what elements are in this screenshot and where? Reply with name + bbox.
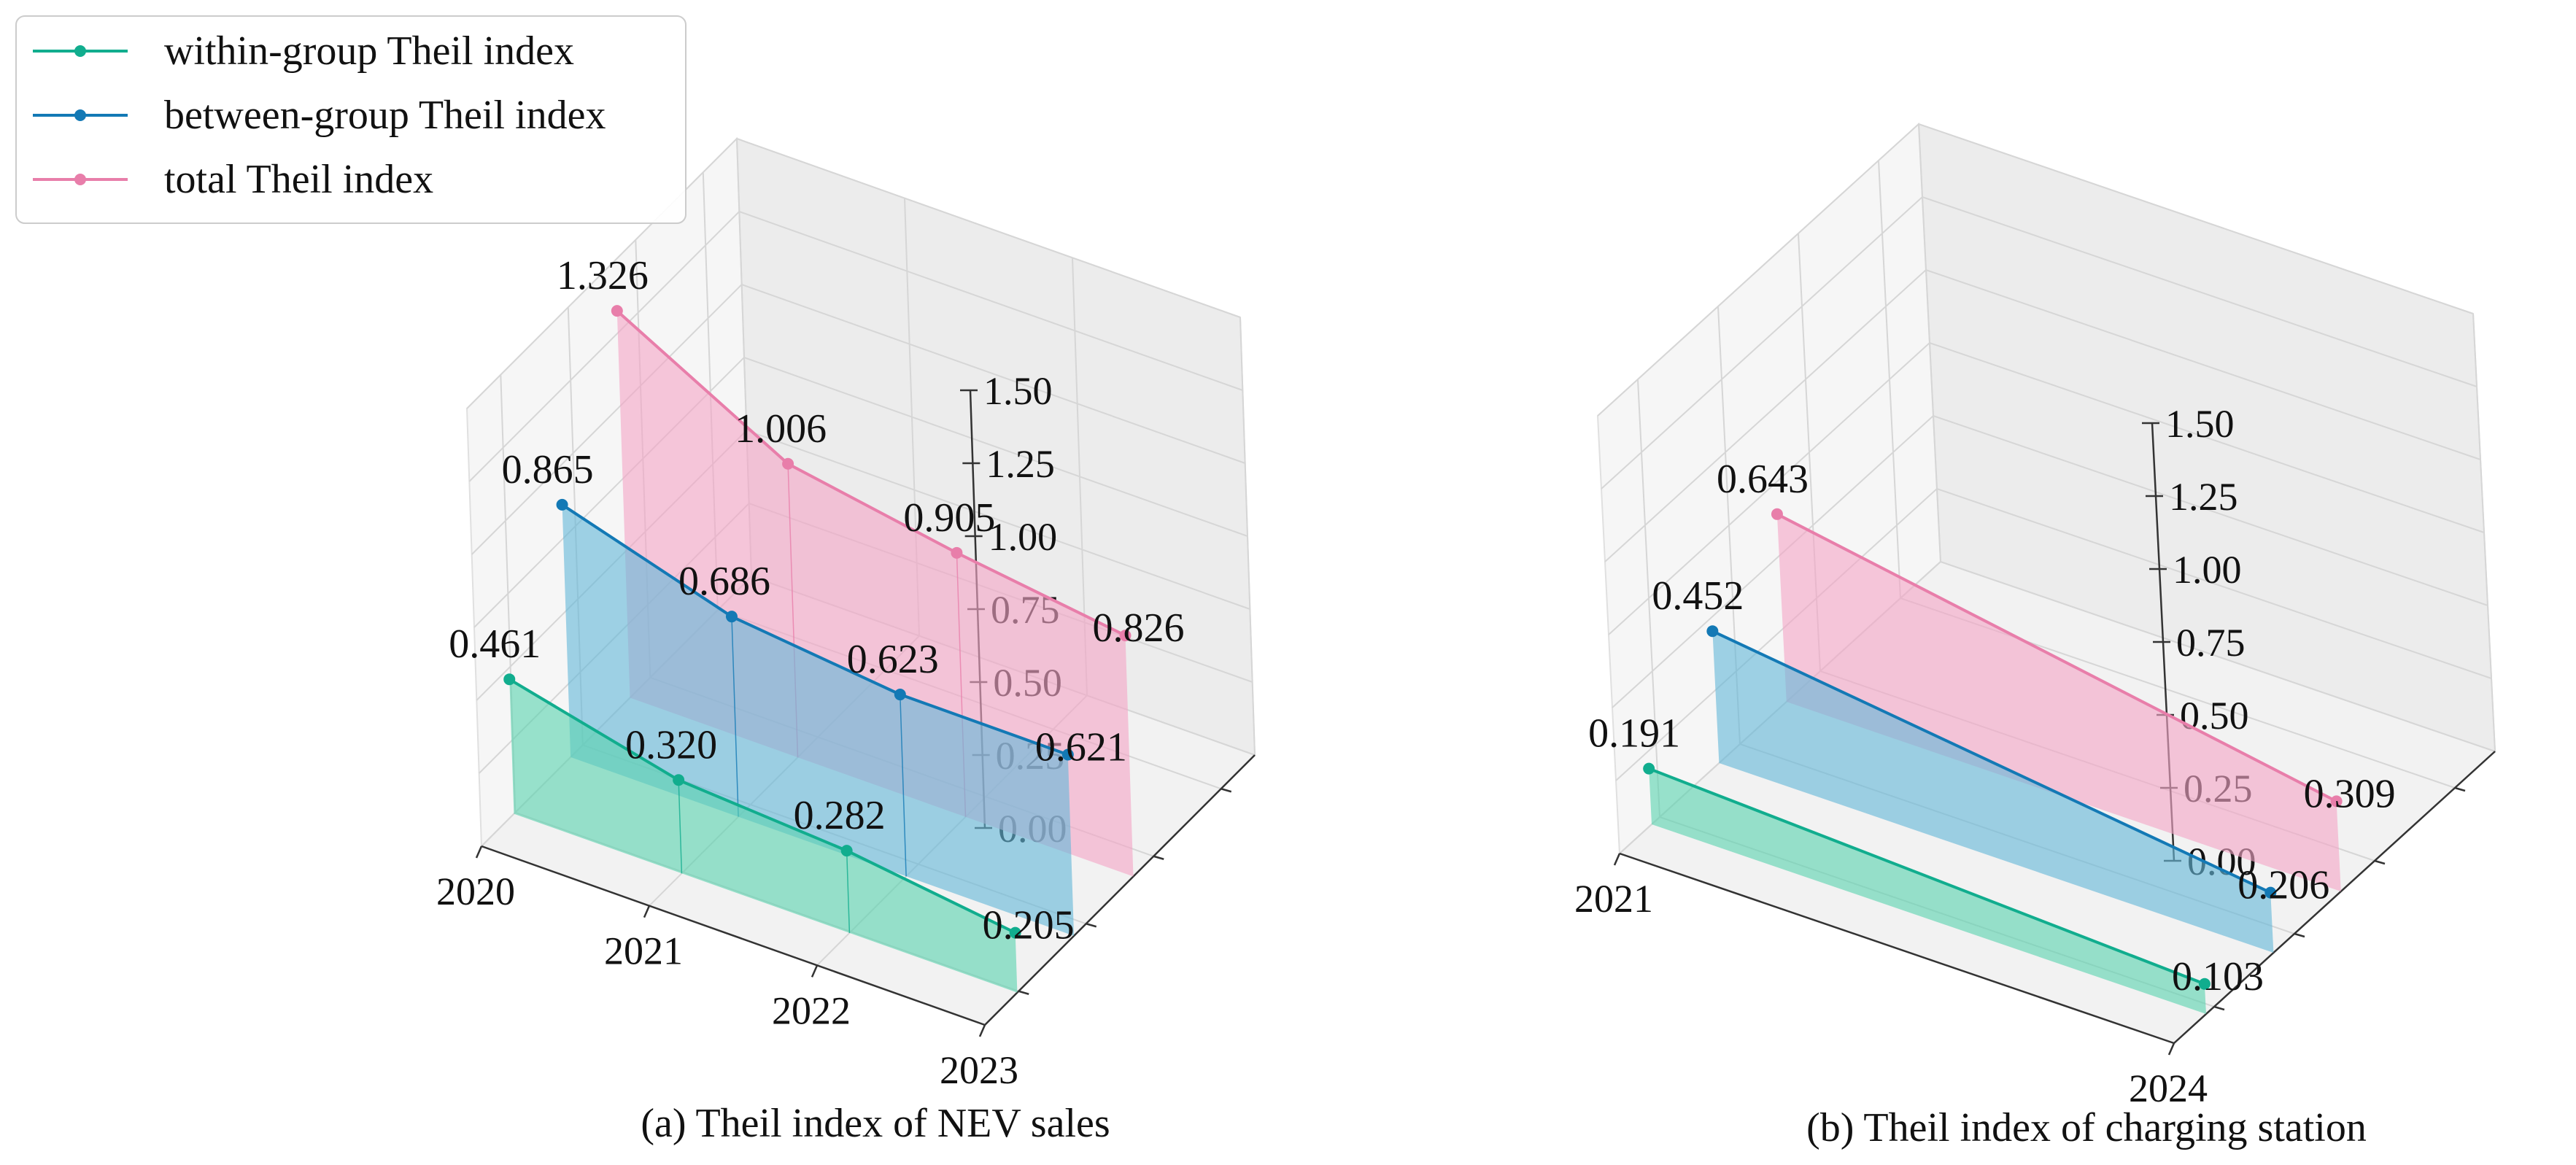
- data-point: [611, 305, 623, 317]
- x-tick-label: 2024: [2129, 1067, 2208, 1110]
- series-dropline: [731, 616, 739, 817]
- data-point: [673, 774, 685, 786]
- data-label: 0.643: [1717, 457, 1809, 502]
- z-tick-label: 1.25: [2169, 475, 2238, 519]
- chart-title: (b) Theil index of charging station: [1806, 1105, 2367, 1150]
- series-line-1: [561, 503, 1069, 756]
- data-point: [894, 689, 906, 701]
- data-point: [2330, 795, 2343, 808]
- x-tick-label: 2021: [604, 929, 683, 973]
- x-tick-mark: [2167, 1042, 2175, 1056]
- x-tick-label: 2023: [940, 1048, 1018, 1092]
- data-label: 0.320: [625, 722, 717, 767]
- x-tick-mark: [475, 845, 483, 859]
- x-tick-label: 2021: [1574, 877, 1653, 921]
- series-dropline: [678, 780, 683, 874]
- data-point: [840, 845, 853, 857]
- series-line-0: [508, 678, 1016, 934]
- data-label: 0.826: [1092, 605, 1184, 651]
- data-point: [1643, 762, 1655, 775]
- data-label: 0.206: [2237, 863, 2329, 908]
- x-axis-line: [481, 845, 986, 1026]
- y-tick-mark: [2374, 859, 2386, 865]
- data-point: [1119, 630, 1132, 642]
- data-label: 0.452: [1652, 573, 1744, 619]
- series-fill-1: [1712, 631, 2274, 953]
- data-point: [951, 546, 963, 559]
- x-tick-mark: [643, 905, 651, 918]
- data-label: 0.623: [847, 637, 939, 682]
- data-point: [1009, 926, 1021, 939]
- series-fill-0: [1649, 768, 2206, 1014]
- y-axis-line: [2173, 751, 2496, 1044]
- data-label: 0.191: [1588, 711, 1680, 756]
- y-tick-mark: [2213, 1005, 2225, 1011]
- data-point: [782, 457, 794, 470]
- data-point: [1061, 748, 1074, 761]
- data-label: 1.326: [557, 253, 649, 298]
- data-point: [556, 498, 568, 511]
- data-point: [1771, 508, 1783, 520]
- y-tick-mark: [1153, 855, 1164, 860]
- data-label: 0.282: [794, 793, 886, 838]
- z-tick-label: 0.75: [2176, 621, 2246, 665]
- series-line-2: [1776, 513, 2337, 803]
- data-label: 0.905: [903, 495, 995, 541]
- data-point: [1706, 625, 1719, 638]
- data-label: 1.006: [735, 406, 827, 452]
- data-label: 0.309: [2304, 771, 2396, 816]
- data-point: [725, 611, 738, 623]
- data-label: 0.686: [678, 559, 770, 604]
- legend-swatch-marker: [74, 45, 86, 57]
- z-tick-label: 1.00: [2173, 548, 2242, 592]
- series-fill-0: [509, 679, 1018, 993]
- x-tick-label: 2020: [436, 870, 515, 913]
- y-tick-mark: [2294, 932, 2305, 938]
- z-tick-label: 1.00: [989, 515, 1058, 559]
- legend-label: total Theil index: [164, 157, 433, 202]
- data-label: 0.461: [449, 622, 541, 667]
- x-tick-mark: [1613, 853, 1621, 866]
- legend-box: [15, 15, 686, 224]
- y-tick-mark: [1018, 990, 1029, 995]
- series-dropline: [846, 851, 851, 933]
- legend-label: between-group Theil index: [164, 93, 606, 138]
- legend: within-group Theil index between-group Th…: [15, 15, 686, 224]
- x-tick-label: 2022: [772, 988, 851, 1032]
- z-tick-label: 1.50: [983, 369, 1053, 413]
- legend-swatch-marker: [74, 174, 86, 185]
- y-tick-mark: [1221, 788, 1232, 793]
- series-fill-2: [1776, 514, 2341, 891]
- data-label: 0.205: [983, 903, 1075, 948]
- chart-title: (a) Theil index of NEV sales: [641, 1101, 1110, 1146]
- data-label: 0.621: [1035, 725, 1127, 770]
- y-axis-line: [984, 754, 1256, 1026]
- z-tick-label: 1.25: [986, 442, 1055, 486]
- series-line-1: [1711, 630, 2272, 894]
- legend-swatch-marker: [74, 109, 86, 121]
- data-label: 0.865: [502, 447, 594, 492]
- y-tick-mark: [2454, 786, 2466, 792]
- series-fill-1: [562, 504, 1075, 936]
- legend-label: within-group Theil index: [164, 28, 574, 74]
- series-line-2: [616, 309, 1126, 637]
- charging-station-chart: 0.000.250.500.751.001.251.50202120240.64…: [1574, 122, 2496, 1150]
- series-line-0: [1648, 767, 2205, 986]
- x-tick-mark: [811, 964, 819, 978]
- x-tick-mark: [978, 1024, 986, 1037]
- data-point: [2264, 886, 2277, 899]
- data-label: 0.103: [2172, 954, 2264, 999]
- data-point: [503, 673, 516, 686]
- y-tick-mark: [1086, 923, 1097, 928]
- x-axis-line: [1619, 852, 2175, 1045]
- series-dropline: [900, 694, 907, 877]
- z-tick-label: 1.50: [2165, 402, 2235, 446]
- nev-sales-chart: 0.000.250.500.751.001.251.50202020212022…: [436, 136, 1256, 1146]
- data-point: [2198, 978, 2211, 990]
